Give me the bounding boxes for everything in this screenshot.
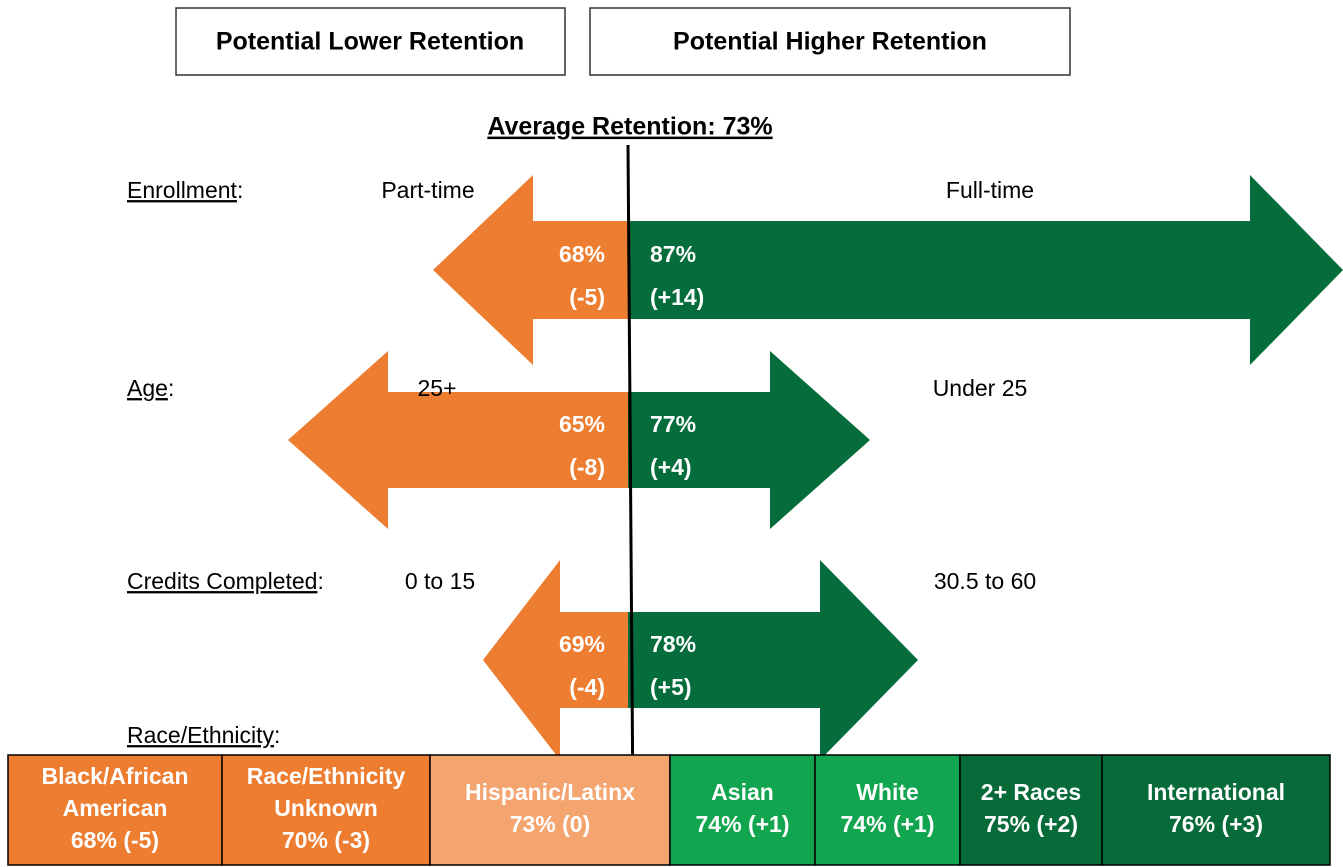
arrow-lower [433, 175, 628, 365]
higher-name: Under 25 [933, 375, 1028, 401]
race-cell-text: 74% (+1) [696, 811, 790, 837]
factor-label: Enrollment [127, 177, 238, 203]
lower-rate: 69% [559, 631, 605, 657]
race-cell-text: Black/African [41, 763, 188, 789]
race-cell-text: American [63, 795, 168, 821]
race-cell-text: 2+ Races [981, 779, 1081, 805]
lower-rate: 68% [559, 241, 605, 267]
higher-name: Full-time [946, 177, 1034, 203]
race-cell [1101, 754, 1331, 866]
arrow-higher [628, 560, 918, 760]
colon: : [168, 375, 174, 401]
race-cell [814, 754, 961, 866]
race-cell-text: 70% (-3) [282, 827, 370, 853]
race-cell-text: Hispanic/Latinx [465, 779, 635, 805]
higher-name: 30.5 to 60 [934, 568, 1036, 594]
higher-rate: 78% [650, 631, 696, 657]
race-cell [7, 754, 223, 866]
race-cell-text: 73% (0) [510, 811, 591, 837]
lower-name: Part-time [381, 177, 474, 203]
legend-box [175, 7, 566, 76]
average-line [626, 144, 635, 813]
legend-box [589, 7, 1071, 76]
legend-lower: Potential Lower Retention [216, 28, 524, 56]
race-cell-text: Race/Ethnicity [247, 763, 406, 789]
lower-change: (-5) [569, 284, 605, 310]
higher-rate: 77% [650, 411, 696, 437]
higher-rate: 87% [650, 241, 696, 267]
lower-change: (-4) [569, 674, 605, 700]
colon: : [317, 568, 323, 594]
higher-change: (+14) [650, 284, 704, 310]
race-cell-text: International [1147, 779, 1285, 805]
race-cell-text: Asian [711, 779, 774, 805]
race-cell-text: 76% (+3) [1169, 811, 1263, 837]
factor-label: Age [127, 375, 168, 401]
race-cell [959, 754, 1103, 866]
higher-change: (+4) [650, 454, 692, 480]
legend-higher: Potential Higher Retention [673, 28, 987, 56]
race-label: Race/Ethnicity [127, 722, 275, 748]
colon: : [274, 722, 280, 748]
race-cell-text: 75% (+2) [984, 811, 1078, 837]
race-cell-text: 68% (-5) [71, 827, 159, 853]
colon: : [237, 177, 243, 203]
average-title: Average Retention: 73% [487, 113, 772, 141]
race-cell-text: 74% (+1) [841, 811, 935, 837]
lower-change: (-8) [569, 454, 605, 480]
race-cell [429, 754, 671, 866]
higher-change: (+5) [650, 674, 692, 700]
factor-label: Credits Completed [127, 568, 317, 594]
race-cell-text: White [856, 779, 919, 805]
arrow-higher [628, 175, 1343, 365]
lower-name: 0 to 15 [405, 568, 475, 594]
race-cell [669, 754, 816, 866]
arrow-lower [288, 351, 628, 529]
arrow-higher [628, 351, 870, 529]
lower-rate: 65% [559, 411, 605, 437]
arrow-lower [483, 560, 628, 760]
race-cell-text: Unknown [274, 795, 378, 821]
lower-name: 25+ [417, 375, 456, 401]
